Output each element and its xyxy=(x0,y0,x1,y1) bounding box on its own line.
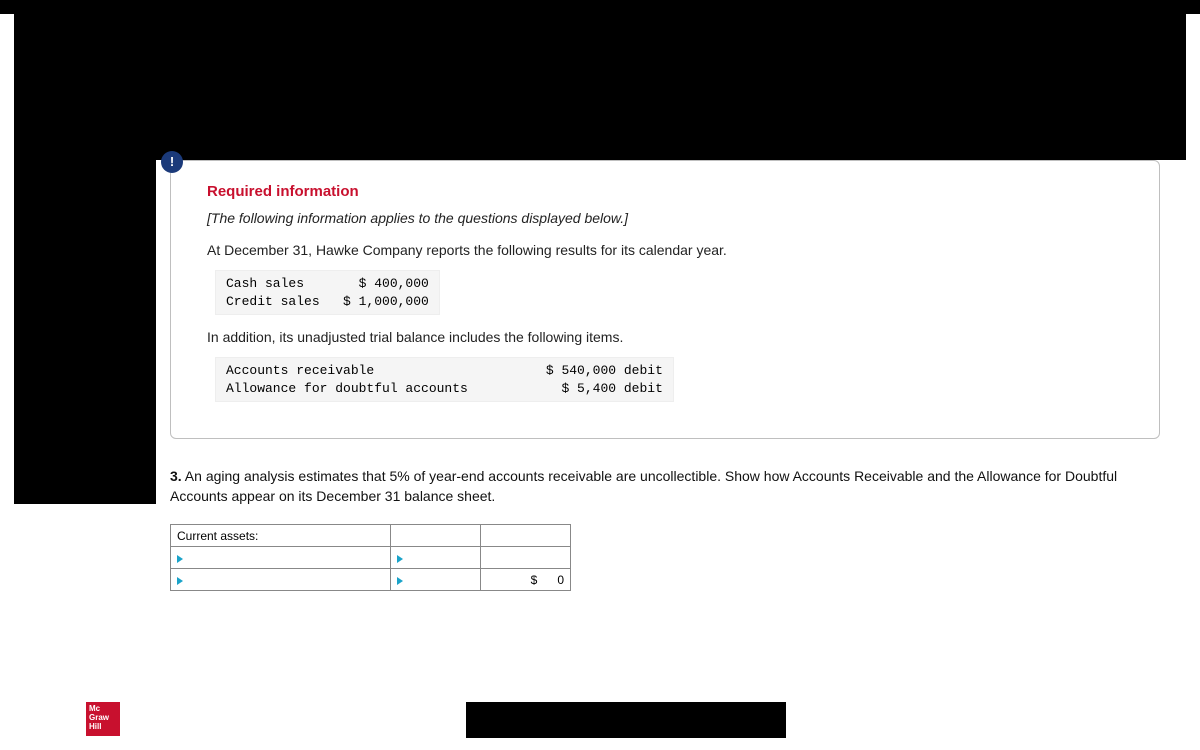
required-info-title: Required information xyxy=(207,183,1131,200)
footer-area: Mc Graw Hill xyxy=(86,702,1106,742)
account-name-input[interactable] xyxy=(171,547,391,569)
table-row: Current assets: xyxy=(171,525,571,547)
amount-input-2[interactable] xyxy=(391,569,481,591)
currency-symbol: $ xyxy=(531,573,538,587)
balance-sheet-table: Current assets: $ 0 xyxy=(170,524,571,591)
alert-icon: ! xyxy=(161,151,183,173)
total-cell: $ 0 xyxy=(481,569,571,591)
empty-cell xyxy=(481,525,571,547)
content-area: ! Required information [The following in… xyxy=(170,160,1160,591)
question-number: 3. xyxy=(170,468,182,484)
footer-black-block xyxy=(466,702,786,738)
left-black-block xyxy=(14,14,156,504)
question-body: An aging analysis estimates that 5% of y… xyxy=(170,468,1117,504)
question-text: 3. An aging analysis estimates that 5% o… xyxy=(170,467,1160,506)
table-row: $ 0 xyxy=(171,569,571,591)
intro-line: At December 31, Hawke Company reports th… xyxy=(207,242,1131,258)
account-name-input[interactable] xyxy=(171,569,391,591)
total-value: 0 xyxy=(557,573,564,587)
dropdown-icon xyxy=(177,555,183,563)
dropdown-icon xyxy=(397,577,403,585)
dropdown-icon xyxy=(177,577,183,585)
mcgraw-hill-logo: Mc Graw Hill xyxy=(86,702,120,736)
sales-data-block: Cash sales $ 400,000 Credit sales $ 1,00… xyxy=(215,270,440,315)
mid-line: In addition, its unadjusted trial balanc… xyxy=(207,329,1131,345)
current-assets-label: Current assets: xyxy=(171,525,391,547)
trial-balance-block: Accounts receivable $ 540,000 debit Allo… xyxy=(215,357,674,402)
top-black-bar xyxy=(0,0,1200,14)
info-italic-note: [The following information applies to th… xyxy=(207,210,1131,226)
table-row xyxy=(171,547,571,569)
dropdown-icon xyxy=(397,555,403,563)
empty-cell xyxy=(391,525,481,547)
logo-line: Hill xyxy=(89,723,117,732)
amount-input-1[interactable] xyxy=(391,547,481,569)
required-info-box: ! Required information [The following in… xyxy=(170,160,1160,439)
header-black-block xyxy=(14,14,1186,160)
empty-cell xyxy=(481,547,571,569)
